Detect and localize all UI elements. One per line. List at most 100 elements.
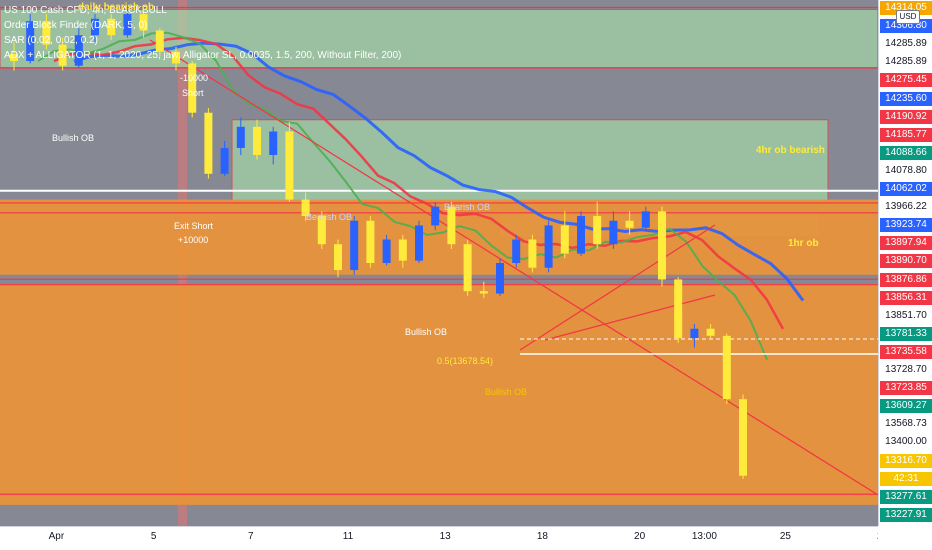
time-tick-5: 18 — [536, 531, 548, 542]
time-tick-4: 13 — [439, 531, 451, 542]
candle-body-4 — [74, 35, 83, 66]
price-label-25: 13316.70 — [880, 453, 932, 468]
candle-body-14 — [236, 126, 245, 148]
bearish-ob-label-1: Bearish OB — [306, 212, 353, 222]
candlestick-chart[interactable] — [0, 0, 878, 526]
candle-body-2 — [42, 21, 51, 45]
price-label-19: 13735.58 — [880, 344, 932, 359]
candle-body-18 — [301, 199, 310, 217]
price-label-23: 13568.73 — [885, 418, 927, 430]
candle-body-39 — [641, 211, 650, 228]
candle-body-27 — [447, 206, 456, 245]
zone-1 — [231, 119, 829, 203]
candle-body-36 — [593, 216, 602, 245]
legend-sar[interactable]: SAR (0.02, 0.02, 0.2) — [4, 35, 98, 46]
candle-body-30 — [496, 263, 504, 294]
price-label-28: 13227.91 — [880, 507, 932, 522]
price-axis[interactable]: 14314.05 14306.80 14285.89 14285.89 14275.45… — [878, 0, 932, 526]
price-label-18: 13781.33 — [880, 326, 932, 341]
candle-body-10 — [172, 51, 180, 64]
daily-bearish-ob-label: daily bearish ob — [78, 2, 155, 13]
candle-body-41 — [674, 279, 683, 339]
candle-body-22 — [366, 220, 375, 263]
candle-body-7 — [123, 14, 132, 36]
time-tick-0: Apr — [48, 531, 65, 542]
candle-body-28 — [463, 244, 472, 292]
legend-order-block[interactable]: Order Block Finder (DARK, 5, 0) — [4, 20, 148, 31]
bearish-ob-label-2: Bearish OB — [444, 202, 491, 212]
candle-body-26 — [431, 206, 440, 226]
candle-body-25 — [415, 225, 423, 261]
price-label-2: 14285.89 — [885, 38, 927, 50]
legend-adx-alligator[interactable]: ADX + ALLIGATOR (1, 1, 2020, 25, jaw, Al… — [4, 50, 402, 61]
trendline-down — [149, 39, 878, 496]
exit-short-value: +10000 — [178, 235, 209, 245]
axis-corner — [878, 526, 932, 550]
price-label-13: 13897.94 — [880, 236, 932, 251]
price-label-4: 14275.45 — [880, 73, 932, 88]
fib-label: 0.5(13678.54) — [437, 356, 494, 366]
candle-body-9 — [155, 30, 164, 52]
candle-body-32 — [528, 239, 537, 268]
price-label-8: 14088.66 — [880, 145, 932, 160]
price-label-6: 14190.92 — [880, 109, 932, 124]
candle-body-37 — [609, 220, 618, 245]
exit-short-label: Exit Short — [174, 221, 214, 231]
price-label-16: 13856.31 — [880, 290, 932, 305]
candle-body-29 — [479, 291, 488, 294]
candle-body-16 — [269, 131, 278, 155]
zone-4 — [0, 284, 878, 505]
price-label-11: 13966.22 — [885, 201, 927, 213]
time-tick-8: 25 — [779, 531, 791, 542]
candle-body-45 — [739, 399, 747, 476]
price-label-21: 13723.85 — [880, 381, 932, 396]
candle-body-35 — [577, 216, 585, 254]
candle-body-1 — [26, 21, 35, 62]
candle-body-12 — [204, 112, 213, 174]
candle-body-3 — [58, 44, 67, 66]
price-label-9: 14078.80 — [885, 164, 927, 176]
candle-body-17 — [285, 131, 294, 200]
time-tick-3: 11 — [342, 531, 354, 542]
price-label-22: 13609.27 — [880, 399, 932, 414]
candle-body-43 — [706, 328, 715, 336]
candle-body-0 — [10, 54, 18, 62]
candle-body-8 — [139, 14, 148, 31]
candle-body-31 — [512, 239, 521, 263]
price-label-10: 14062.02 — [880, 182, 932, 196]
price-plot[interactable]: US 100 Cash CFD, 4h, BLACKBULL Order Blo… — [0, 0, 878, 526]
price-label-20: 13728.70 — [885, 364, 927, 375]
candle-body-11 — [188, 63, 197, 113]
price-label-5: 14235.60 — [880, 91, 932, 106]
price-label-3: 14285.89 — [885, 56, 927, 68]
bullish-ob-label-3: Bullish OB — [485, 387, 528, 397]
candle-body-5 — [91, 18, 99, 36]
candle-body-33 — [544, 225, 553, 268]
currency-badge[interactable]: USD — [896, 10, 920, 24]
trendline-up-2 — [544, 294, 716, 341]
candle-body-6 — [107, 18, 116, 36]
legend-symbol[interactable]: US 100 Cash CFD, 4h, BLACKBULL — [4, 5, 167, 16]
candle-body-20 — [334, 244, 342, 271]
price-label-26: 42:31 — [880, 471, 932, 486]
time-tick-6: 20 — [634, 531, 646, 542]
trendline-up-1 — [519, 224, 716, 351]
price-label-7: 14185.77 — [880, 127, 932, 142]
price-label-12: 13923.74 — [880, 218, 932, 233]
time-tick-2: 7 — [248, 531, 254, 542]
price-label-24: 13400.00 — [885, 436, 927, 448]
short-value-label: -10000 — [180, 73, 209, 83]
price-label-14: 13890.70 — [880, 254, 932, 269]
alligator-jaw-line — [73, 41, 805, 302]
candle-body-21 — [350, 220, 359, 271]
zone-4hr-label: 4hr ob bearish — [756, 145, 825, 156]
time-tick-1: 5 — [150, 531, 157, 542]
bullish-ob-label-1: Bullish OB — [52, 133, 95, 143]
candle-body-24 — [398, 239, 407, 261]
candle-body-19 — [317, 216, 326, 245]
price-label-15: 13876.86 — [880, 272, 932, 287]
time-tick-7: 13:00 — [691, 531, 717, 542]
candle-body-38 — [625, 220, 634, 228]
